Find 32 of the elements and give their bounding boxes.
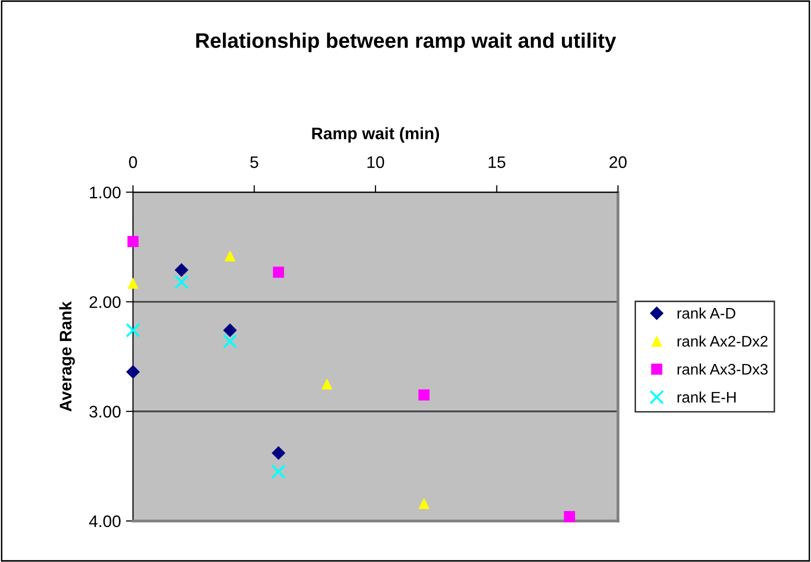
point <box>174 263 188 277</box>
y-tick-label: 4.00 <box>89 515 121 528</box>
point <box>271 464 286 479</box>
point <box>418 498 430 509</box>
x-tick-label: 10 <box>367 156 384 168</box>
x-axis-title: Ramp wait (min) <box>312 127 440 143</box>
x-tick-label: 15 <box>488 156 506 168</box>
legend-label: rank E-H <box>678 391 736 403</box>
point <box>127 278 139 289</box>
point <box>126 322 140 338</box>
point <box>321 378 333 390</box>
point <box>126 365 140 379</box>
point <box>564 511 576 522</box>
y-tick-label: 1.00 <box>90 186 121 198</box>
point <box>222 334 238 349</box>
legend-label: rank Ax3-Dx3 <box>678 363 768 375</box>
point <box>224 250 236 262</box>
y-tick-label: 2.00 <box>90 296 121 308</box>
legend-label: rank A-D <box>678 307 736 319</box>
point <box>272 266 284 278</box>
x-tick-label: 20 <box>610 156 627 168</box>
y-axis-title: Average Rank <box>59 301 75 412</box>
chart-title: Relationship between ramp wait and utility <box>196 32 616 52</box>
point <box>272 446 286 460</box>
y-tick-label: 3.00 <box>89 406 121 418</box>
point <box>418 389 430 400</box>
point <box>174 274 189 290</box>
x-tick-label: 5 <box>250 156 258 168</box>
x-tick-label: 0 <box>129 156 137 168</box>
point <box>223 323 237 338</box>
legend-label: rank Ax2-Dx2 <box>678 335 768 347</box>
point <box>127 236 139 248</box>
